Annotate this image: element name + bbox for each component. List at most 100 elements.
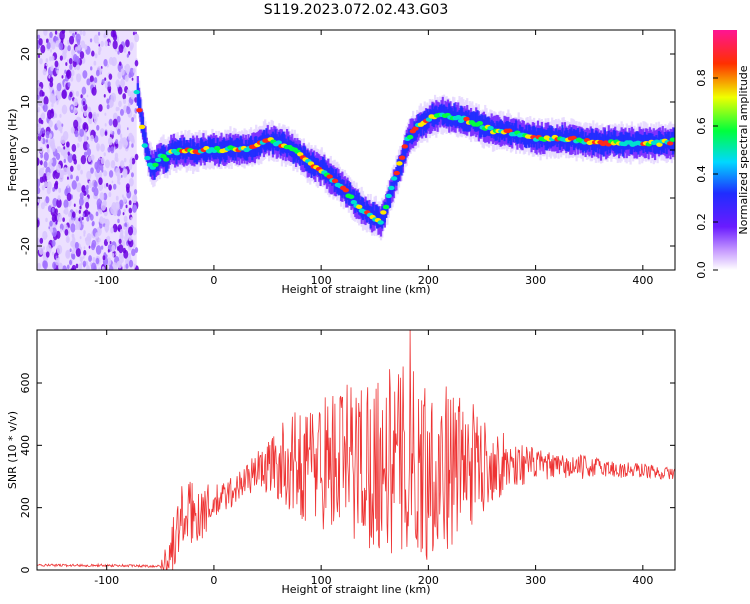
noise-speck (43, 152, 49, 161)
ridge-cell (476, 110, 479, 132)
noise-speck (79, 51, 85, 59)
noise-speck (74, 31, 77, 35)
noise-speck (73, 54, 78, 62)
noise-speck (82, 221, 85, 225)
noise-speck (89, 75, 94, 83)
noise-speck (49, 49, 53, 53)
noise-speck (50, 108, 54, 114)
noise-speck (96, 145, 100, 152)
noise-speck (83, 246, 86, 250)
noise-speck (131, 143, 134, 148)
noise-speck (91, 86, 97, 96)
noise-speck (92, 257, 96, 263)
noise-speck (113, 183, 117, 190)
ridge-cell (355, 191, 358, 211)
noise-speck (71, 233, 74, 238)
noise-speck (43, 160, 48, 168)
noise-speck (58, 262, 63, 270)
snr-series-line (37, 330, 675, 570)
noise-speck (69, 248, 72, 253)
noise-speck (104, 159, 110, 169)
noise-speck (37, 262, 41, 270)
noise-speck (88, 245, 91, 249)
noise-speck (118, 238, 122, 244)
noise-speck (134, 153, 139, 161)
noise-speck (128, 252, 132, 258)
noise-speck (122, 137, 127, 145)
noise-speck (69, 35, 75, 45)
ridge-peak (275, 140, 282, 145)
noise-speck (65, 62, 68, 66)
noise-speck (127, 102, 131, 108)
ridge-cell (632, 134, 635, 150)
noise-speck (94, 53, 98, 59)
y-tick-label: 0 (19, 567, 32, 574)
ridge-peak (666, 141, 674, 146)
noise-speck (86, 170, 92, 180)
noise-speck (111, 180, 114, 184)
noise-speck (125, 204, 128, 209)
colorbar-tick-label: 0.6 (695, 117, 708, 135)
ridge-cell (256, 139, 259, 156)
noise-speck (107, 146, 111, 153)
noise-speck (123, 157, 127, 163)
snr-plot-area (37, 330, 675, 570)
noise-speck (74, 46, 78, 52)
x-tick-label: 400 (632, 274, 653, 287)
noise-speck (134, 60, 139, 67)
ridge-cell (315, 157, 318, 172)
noise-speck (110, 160, 116, 169)
noise-speck (73, 158, 78, 165)
ridge-cell (194, 146, 197, 162)
noise-speck (110, 130, 113, 135)
noise-speck (121, 194, 124, 198)
noise-speck (108, 118, 113, 126)
ridge-cell (323, 159, 326, 180)
noise-speck (128, 132, 134, 142)
ridge-cell (620, 132, 623, 150)
noise-speck (108, 184, 112, 191)
noise-speck (96, 113, 100, 118)
noise-speck (108, 137, 113, 146)
noise-speck (132, 204, 137, 213)
ridge-cell (662, 137, 666, 154)
noise-speck (70, 106, 74, 110)
noise-speck (96, 202, 103, 212)
noise-speck (52, 261, 57, 270)
noise-speck (70, 174, 73, 180)
x-tick-label: 200 (418, 274, 439, 287)
noise-speck (103, 58, 108, 67)
noise-speck (118, 252, 123, 260)
noise-speck (98, 104, 103, 112)
noise-speck (128, 163, 133, 171)
y-tick-label: 10 (19, 95, 32, 109)
noise-speck (86, 265, 90, 270)
ridge-cell (439, 104, 442, 119)
noise-speck (56, 101, 59, 105)
noise-speck (122, 212, 125, 216)
noise-speck (42, 230, 48, 240)
noise-speck (108, 73, 113, 80)
noise-speck (96, 159, 101, 167)
noise-speck (39, 160, 43, 166)
noise-speck (76, 38, 81, 45)
noise-speck (74, 241, 79, 250)
noise-speck (63, 72, 65, 77)
noise-speck (106, 98, 110, 104)
noise-speck (131, 157, 136, 165)
noise-speck (56, 90, 62, 100)
noise-speck (46, 172, 51, 181)
ridge-peak (173, 151, 181, 156)
noise-speck (48, 133, 52, 139)
noise-speck (95, 211, 99, 217)
ridge-cell (481, 115, 484, 135)
noise-speck (91, 220, 95, 226)
noise-speck (49, 80, 54, 88)
ridge-cell (144, 132, 147, 153)
noise-speck (80, 94, 83, 99)
spectrogram-y-axis-label: Frequency (Hz) (6, 109, 19, 192)
noise-speck (123, 46, 127, 53)
noise-speck (76, 73, 82, 83)
noise-speck (45, 196, 50, 204)
noise-speck (56, 82, 62, 92)
